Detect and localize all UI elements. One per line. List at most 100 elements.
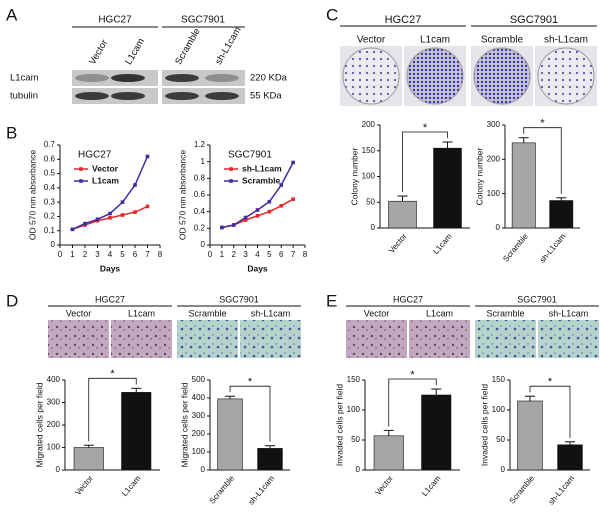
y-tick-label: 300 [192, 411, 206, 420]
point [120, 213, 125, 217]
legend-label: Scramble [242, 175, 281, 185]
image-caption: L1cam [420, 35, 450, 46]
legend-marker [229, 167, 233, 171]
x-axis-label: Days [100, 263, 121, 273]
y-axis-label: Invaded cells per field [334, 384, 344, 466]
plate [406, 47, 464, 105]
band [205, 92, 239, 100]
group-label: SGC7901 [510, 14, 558, 26]
cell-image [111, 320, 172, 358]
group-label: HGC27 [393, 294, 423, 304]
y-tick-label: 200 [47, 420, 61, 429]
y-tick-label: 100 [347, 405, 361, 414]
x-tick-label: 3 [95, 250, 100, 259]
cell-image [475, 320, 536, 358]
lane-label: L1cam [123, 36, 147, 66]
y-axis-label: OD 570 nm absorbance [27, 150, 37, 241]
band [75, 74, 109, 82]
significance-label: * [110, 368, 115, 380]
point [108, 211, 112, 216]
x-tick-label: 5 [267, 250, 272, 259]
x-tick-label: L1cam [120, 474, 143, 498]
significance-bracket [529, 385, 571, 438]
x-tick-label: 7 [291, 250, 296, 259]
x-tick-label: 2 [83, 250, 88, 259]
cell-image [409, 320, 470, 358]
bar [421, 394, 452, 471]
y-tick-label: 0.6 [194, 190, 206, 199]
y-tick-label: 400 [192, 393, 206, 402]
group-label: SGC7901 [517, 294, 557, 304]
x-tick-label: 1 [70, 250, 75, 259]
x-tick-label: 0 [58, 250, 63, 259]
y-tick-label: 100 [487, 189, 501, 198]
y-tick-label: 100 [362, 172, 376, 181]
bar [373, 435, 404, 471]
row-label: tubulin [10, 91, 38, 102]
y-tick-label: 0.2 [194, 223, 206, 232]
plate [342, 47, 400, 105]
y-tick-label: 0.5 [44, 169, 56, 178]
y-tick-label: 400 [47, 375, 61, 384]
blot [162, 70, 245, 86]
image-caption: sh-L1cam [544, 35, 588, 46]
image-caption: Scramble [486, 308, 524, 318]
lane-label: Scramble [173, 27, 203, 67]
x-tick-label: 8 [158, 250, 163, 259]
y-tick-label: 0 [201, 465, 206, 474]
x-tick-label: Vector [387, 232, 409, 255]
y-tick-label: 0.7 [44, 140, 56, 149]
x-tick-label: L1cam [420, 474, 443, 498]
x-tick-label: 5 [120, 250, 125, 259]
point [291, 197, 295, 201]
y-tick-label: 200 [192, 429, 206, 438]
bar [73, 447, 104, 471]
point [70, 227, 75, 232]
band [111, 74, 145, 82]
bar [511, 142, 536, 229]
band [75, 92, 109, 100]
y-tick-label: 50 [351, 435, 360, 444]
significance-bracket [388, 378, 437, 427]
panel-letter: E [326, 291, 337, 310]
chart-title: SGC7901 [228, 150, 272, 161]
panel-letter: D [6, 291, 18, 310]
point [133, 183, 137, 187]
panel-letter: A [6, 5, 18, 24]
cell-image [177, 320, 238, 358]
y-tick-label: 100 [47, 443, 61, 452]
y-axis-label: Migrated cells per field [179, 382, 189, 467]
point [243, 218, 248, 222]
x-tick-label: sh-L1cam [538, 232, 568, 265]
image-caption: L1cam [128, 308, 155, 318]
x-tick-label: 0 [208, 250, 213, 259]
y-tick-label: 0 [56, 465, 61, 474]
significance-label: * [540, 118, 545, 130]
bar [549, 200, 574, 229]
point [243, 215, 248, 220]
y-tick-label: 500 [192, 375, 206, 384]
x-tick-label: 7 [145, 250, 150, 259]
image-caption: Vector [364, 308, 390, 318]
point [231, 223, 236, 227]
y-tick-label: 0 [201, 240, 206, 249]
x-axis-label: Days [247, 263, 268, 273]
image-caption: sh-L1cam [549, 308, 589, 318]
point [120, 200, 125, 204]
y-tick-label: 0 [496, 223, 501, 232]
legend-label: Vector [92, 163, 119, 173]
y-tick-label: 0.3 [44, 197, 56, 206]
y-tick-label: 0.4 [44, 183, 56, 192]
y-tick-label: 1 [201, 157, 206, 166]
significance-label: * [548, 376, 553, 388]
y-tick-label: 200 [362, 120, 376, 129]
point [145, 204, 150, 209]
y-tick-label: 0 [501, 465, 506, 474]
y-axis-label: Migrated cells per field [34, 382, 44, 467]
y-tick-label: 150 [492, 375, 506, 384]
bar [121, 392, 152, 471]
image-caption: Vector [66, 308, 92, 318]
x-tick-label: 4 [255, 250, 260, 259]
x-tick-label: 2 [232, 250, 237, 259]
y-tick-label: 150 [347, 375, 361, 384]
